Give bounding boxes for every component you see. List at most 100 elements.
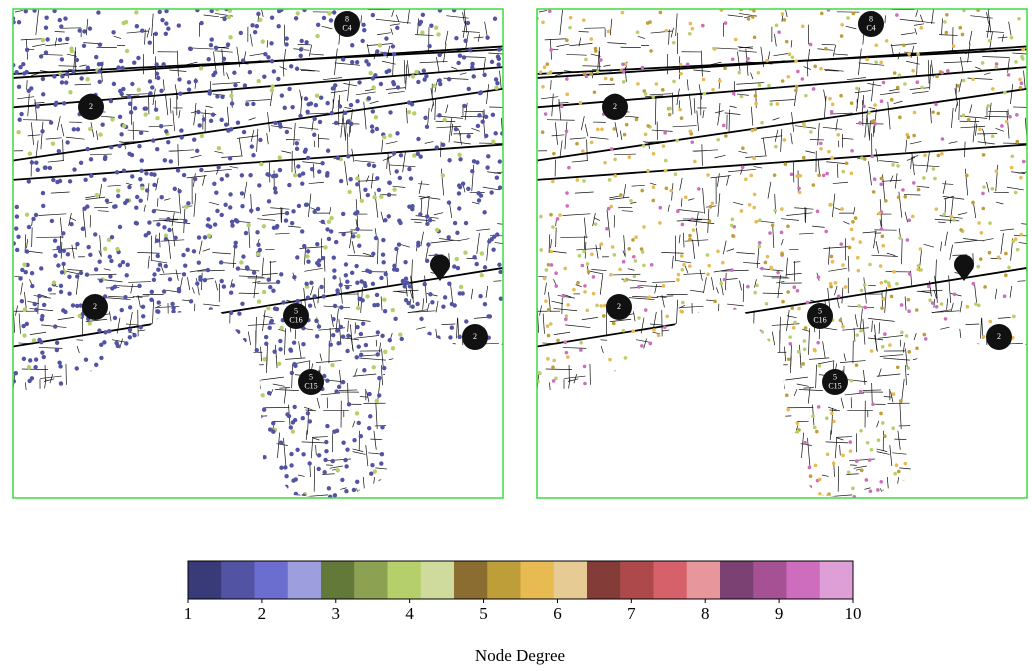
node bbox=[379, 194, 383, 198]
node bbox=[118, 263, 122, 267]
node bbox=[352, 438, 356, 442]
node bbox=[906, 135, 910, 139]
node bbox=[143, 112, 147, 116]
node bbox=[57, 400, 61, 404]
node bbox=[266, 306, 270, 310]
street bbox=[830, 113, 853, 114]
street bbox=[727, 249, 734, 252]
node bbox=[327, 486, 331, 490]
street bbox=[650, 351, 653, 364]
street bbox=[1024, 71, 1026, 90]
node bbox=[78, 28, 82, 32]
street bbox=[570, 138, 586, 139]
node bbox=[758, 83, 762, 87]
node bbox=[332, 256, 336, 260]
node bbox=[317, 453, 321, 457]
street bbox=[299, 127, 318, 129]
street bbox=[690, 290, 704, 292]
node bbox=[997, 255, 1001, 259]
node bbox=[905, 334, 909, 338]
node bbox=[141, 305, 145, 309]
node bbox=[971, 77, 975, 81]
node bbox=[721, 261, 725, 265]
node bbox=[361, 322, 365, 326]
node bbox=[379, 82, 383, 86]
node bbox=[1010, 36, 1014, 40]
street bbox=[152, 300, 153, 325]
street bbox=[217, 481, 219, 508]
street bbox=[484, 401, 485, 420]
marker-label: C4 bbox=[866, 23, 875, 32]
node bbox=[161, 62, 165, 66]
node bbox=[222, 17, 226, 21]
node bbox=[115, 247, 119, 251]
node bbox=[645, 425, 649, 429]
node bbox=[610, 147, 614, 151]
street bbox=[250, 34, 252, 46]
street bbox=[387, 46, 390, 58]
node bbox=[606, 464, 610, 468]
street bbox=[591, 382, 618, 385]
street bbox=[205, 399, 206, 420]
street bbox=[590, 410, 591, 426]
tick-label: 8 bbox=[701, 604, 710, 623]
node bbox=[602, 314, 606, 318]
node bbox=[250, 478, 254, 482]
node bbox=[630, 469, 634, 473]
node bbox=[34, 490, 38, 494]
node bbox=[63, 16, 67, 20]
street bbox=[738, 151, 747, 153]
node bbox=[209, 119, 213, 123]
node bbox=[355, 411, 359, 415]
street bbox=[147, 28, 149, 38]
street bbox=[417, 464, 438, 466]
node bbox=[737, 71, 741, 75]
street bbox=[86, 19, 88, 35]
street bbox=[898, 431, 900, 450]
street bbox=[784, 474, 785, 500]
node bbox=[487, 375, 491, 379]
node bbox=[655, 82, 659, 86]
street bbox=[945, 232, 948, 246]
node bbox=[648, 438, 652, 442]
street bbox=[61, 124, 64, 136]
marker: 2 bbox=[606, 294, 632, 320]
street bbox=[848, 306, 874, 308]
node bbox=[44, 431, 48, 435]
node bbox=[291, 429, 295, 433]
node bbox=[407, 465, 411, 469]
node bbox=[82, 29, 86, 33]
node bbox=[804, 94, 808, 98]
node bbox=[258, 138, 262, 142]
node bbox=[220, 213, 224, 217]
node bbox=[382, 135, 386, 139]
street bbox=[408, 9, 410, 24]
node bbox=[817, 173, 821, 177]
node bbox=[356, 306, 360, 310]
street bbox=[960, 301, 962, 312]
node bbox=[216, 480, 220, 484]
node bbox=[405, 418, 409, 422]
node bbox=[490, 60, 494, 64]
street bbox=[446, 105, 448, 114]
node bbox=[83, 178, 87, 182]
node bbox=[301, 416, 305, 420]
street bbox=[136, 493, 138, 510]
node bbox=[407, 110, 411, 114]
node bbox=[693, 160, 697, 164]
node bbox=[299, 47, 303, 51]
node bbox=[317, 324, 321, 328]
node bbox=[289, 452, 293, 456]
street bbox=[197, 484, 198, 491]
node bbox=[982, 185, 986, 189]
node bbox=[785, 40, 789, 44]
node bbox=[409, 176, 413, 180]
node bbox=[212, 182, 216, 186]
node bbox=[321, 220, 325, 224]
node bbox=[859, 329, 863, 333]
node bbox=[919, 26, 923, 30]
node bbox=[737, 349, 741, 353]
node bbox=[884, 199, 888, 203]
node bbox=[249, 459, 253, 463]
node bbox=[147, 220, 151, 224]
